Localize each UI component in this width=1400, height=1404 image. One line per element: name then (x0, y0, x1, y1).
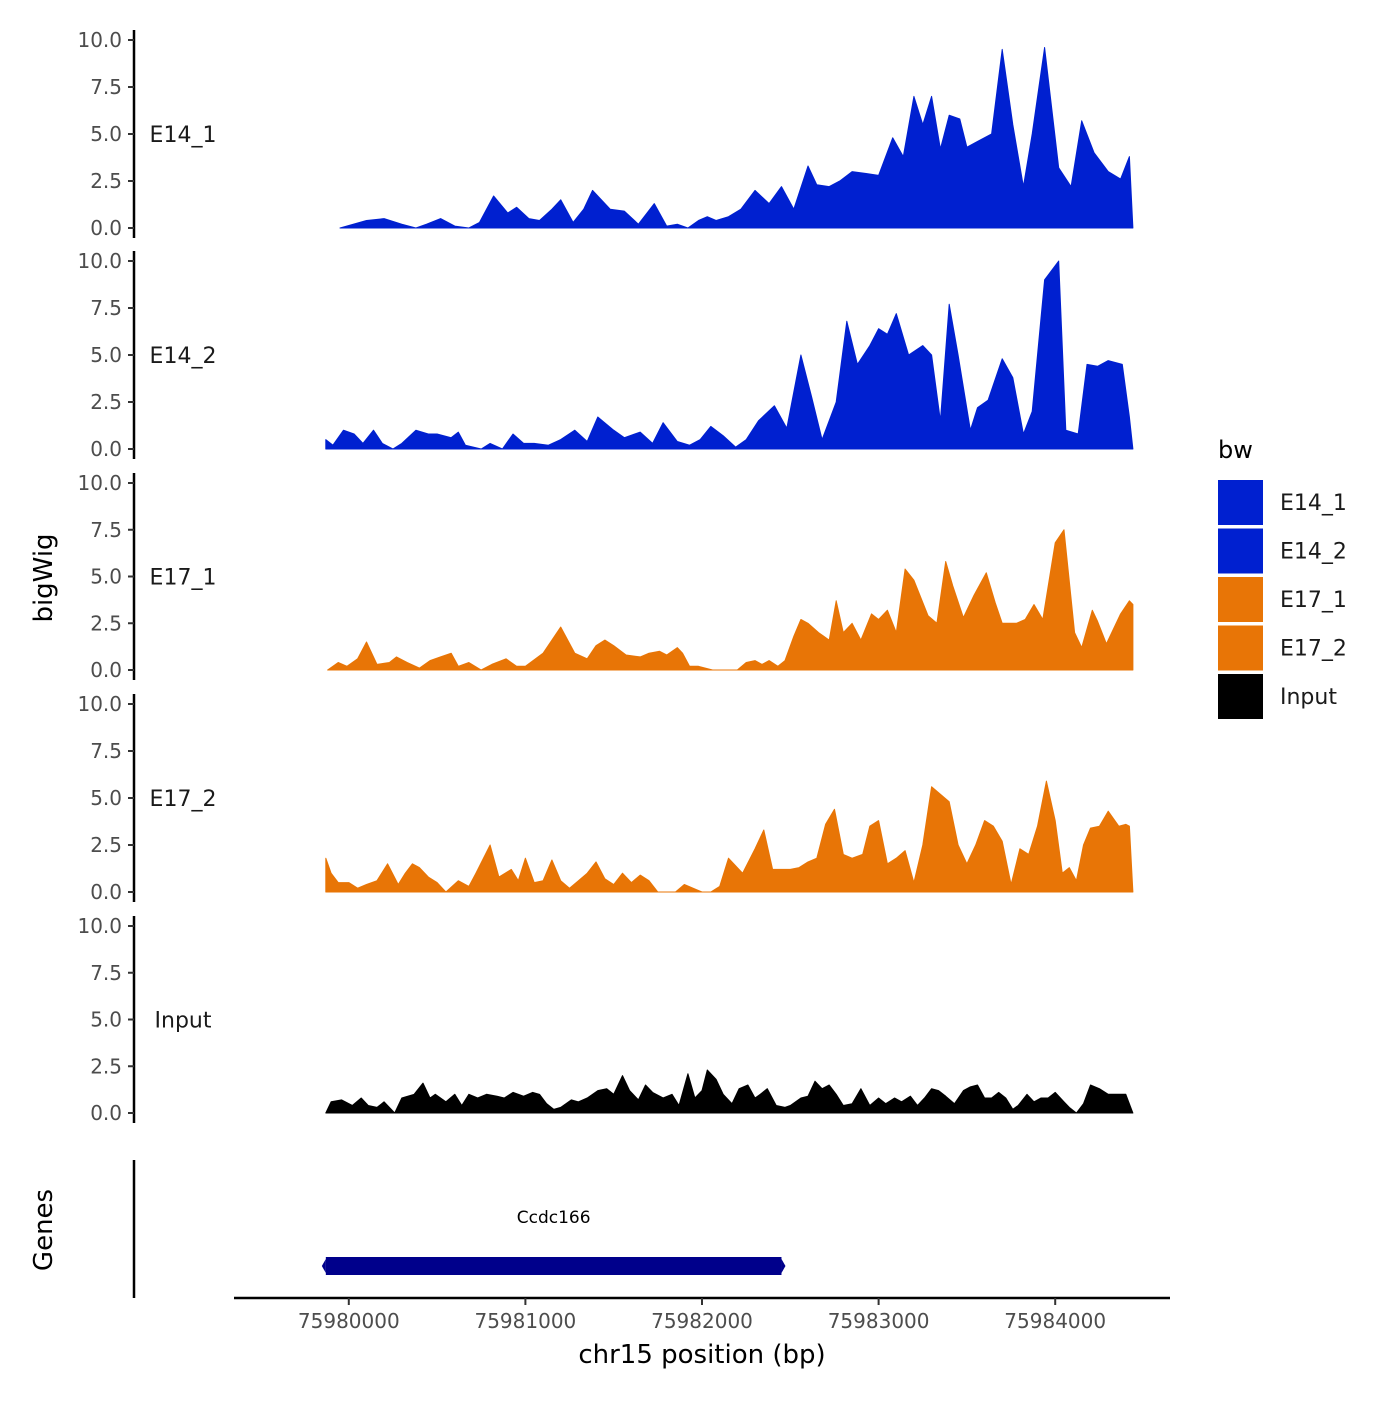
genes-track: Ccdc166 (132, 1160, 786, 1298)
y-tick-label: 2.5 (90, 169, 122, 193)
y-tick-label: 7.5 (90, 961, 122, 985)
x-tick-label: 75983000 (828, 1309, 930, 1333)
y-tick-label: 7.5 (90, 75, 122, 99)
legend: E14_1 E14_2 E17_1 E17_2 Input (1218, 480, 1347, 719)
legend-label: E17_1 (1280, 588, 1347, 613)
coverage-area-input (325, 1069, 1134, 1114)
y-tick-label: 7.5 (90, 518, 122, 542)
y-tick-label: 0.0 (90, 1101, 122, 1125)
y-tick-label: 0.0 (90, 880, 122, 904)
track-panel-e14-2: 0.0 2.5 5.0 7.5 10.0 E14_2 (77, 249, 1134, 461)
y-tick-label: 10.0 (77, 914, 122, 938)
coverage-area-e17-1 (327, 529, 1134, 671)
y-axis-title: bigWig (29, 533, 59, 622)
legend-title: bw (1218, 436, 1253, 464)
track-label: Input (155, 1009, 212, 1034)
coverage-area-e14-2 (325, 260, 1134, 450)
y-tick-label: 2.5 (90, 390, 122, 414)
genes-track-title: Genes (29, 1189, 59, 1271)
legend-swatch (1218, 674, 1263, 719)
x-axis-title: chr15 position (bp) (578, 1340, 825, 1370)
y-tick-label: 5.0 (90, 343, 122, 367)
y-tick-label: 2.5 (90, 611, 122, 635)
y-tick-label: 0.0 (90, 437, 122, 461)
legend-label: E14_2 (1280, 540, 1347, 565)
x-tick-label: 75981000 (474, 1309, 576, 1333)
y-tick-label: 10.0 (77, 692, 122, 716)
y-tick-label: 5.0 (90, 565, 122, 589)
y-tick-label: 5.0 (90, 1008, 122, 1032)
x-tick-label: 75982000 (651, 1309, 753, 1333)
coverage-area-e17-2 (325, 780, 1134, 893)
coverage-area-e14-1 (339, 47, 1134, 229)
gene-start-cap (321, 1259, 326, 1273)
y-tick-label: 10.0 (77, 249, 122, 273)
y-tick-label: 5.0 (90, 786, 122, 810)
y-tick-label: 7.5 (90, 739, 122, 763)
gene-label: Ccdc166 (517, 1208, 591, 1228)
legend-item-e17-1: E17_1 (1218, 577, 1347, 622)
track-label: E14_1 (150, 123, 217, 148)
legend-item-e14-2: E14_2 (1218, 528, 1347, 574)
legend-swatch (1218, 577, 1263, 622)
track-panel-e17-2: 0.0 2.5 5.0 7.5 10.0 E17_2 (77, 692, 1134, 904)
legend-item-e14-1: E14_1 (1218, 480, 1347, 525)
y-tick-label: 7.5 (90, 296, 122, 320)
y-tick-label: 10.0 (77, 471, 122, 495)
legend-item-e17-2: E17_2 (1218, 625, 1347, 671)
gene-end-cap (781, 1259, 786, 1273)
legend-swatch (1218, 528, 1263, 574)
legend-item-input: Input (1218, 674, 1337, 719)
track-panel-e17-1: 0.0 2.5 5.0 7.5 10.0 E17_1 (77, 471, 1134, 682)
track-label: E17_2 (150, 787, 217, 812)
y-tick-label: 10.0 (77, 28, 122, 52)
y-tick-label: 2.5 (90, 1054, 122, 1078)
track-panels: 0.0 2.5 5.0 7.5 10.0 E14_1 0.0 2.5 5.0 7.5 10.0 E14… (77, 28, 1134, 1125)
track-label: E17_1 (150, 566, 217, 591)
track-panel-input: 0.0 2.5 5.0 7.5 10.0 Input (77, 914, 1134, 1125)
x-axis: 75980000 75981000 75982000 75983000 75984000 (234, 1296, 1170, 1333)
y-tick-label: 0.0 (90, 658, 122, 682)
legend-label: Input (1280, 685, 1337, 710)
x-tick-label: 75984000 (1004, 1309, 1106, 1333)
track-panel-e14-1: 0.0 2.5 5.0 7.5 10.0 E14_1 (77, 28, 1134, 240)
y-tick-label: 0.0 (90, 216, 122, 240)
gene-body (325, 1257, 782, 1275)
x-tick-label: 75980000 (298, 1309, 400, 1333)
y-tick-label: 2.5 (90, 833, 122, 857)
track-label: E14_2 (150, 344, 217, 369)
legend-swatch (1218, 480, 1263, 525)
legend-label: E14_1 (1280, 491, 1347, 516)
legend-label: E17_2 (1280, 637, 1347, 662)
legend-swatch (1218, 625, 1263, 671)
y-tick-label: 5.0 (90, 122, 122, 146)
